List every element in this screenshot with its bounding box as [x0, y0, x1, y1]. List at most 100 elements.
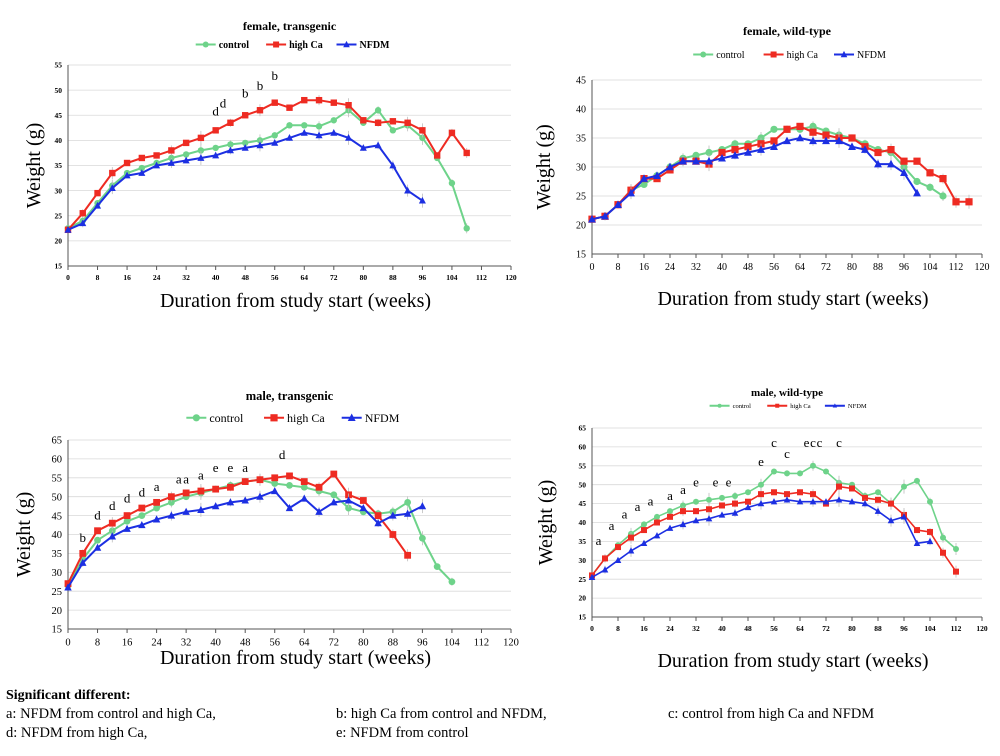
y-tick-label: 40 [576, 105, 586, 116]
y-axis-label: Weight (g) [535, 480, 557, 566]
y-tick-label: 40 [52, 530, 63, 541]
data-point [330, 117, 337, 124]
data-point [418, 196, 426, 204]
data-point [418, 502, 427, 510]
x-tick-label: 8 [616, 262, 621, 273]
x-tick-label: 32 [691, 262, 701, 273]
x-tick-label: 112 [951, 624, 962, 633]
x-tick-label: 0 [66, 273, 70, 282]
data-point [680, 508, 686, 515]
data-point [389, 161, 397, 169]
y-tick-label: 15 [55, 262, 63, 271]
data-point [93, 543, 102, 551]
chart-legend: control high Ca NFDM [693, 50, 886, 61]
data-point [758, 491, 764, 498]
data-point [796, 498, 804, 505]
legend-item: NFDM [824, 403, 867, 410]
y-tick-label: 35 [576, 134, 586, 145]
x-tick-label: 64 [301, 273, 309, 282]
data-point [152, 515, 161, 523]
x-tick-label: 24 [666, 624, 674, 633]
legend-marker [202, 41, 209, 48]
data-point [757, 145, 765, 153]
x-tick-label: 96 [899, 262, 909, 273]
data-point [168, 154, 175, 162]
significance-letter: d [279, 447, 286, 462]
data-point [108, 184, 116, 191]
data-point [939, 192, 947, 200]
significance-letter: d [220, 96, 227, 111]
data-point [315, 123, 323, 130]
data-point [783, 496, 791, 503]
data-point [615, 544, 621, 551]
data-point [680, 502, 686, 509]
x-tick-label: 40 [717, 262, 727, 273]
data-point [900, 168, 908, 177]
x-axis-label: Duration from study start (weeks) [160, 290, 431, 312]
series-nfdm [588, 133, 921, 223]
data-point [300, 483, 308, 491]
x-tick-label: 8 [95, 637, 100, 648]
x-tick-label: 96 [900, 624, 908, 633]
data-point [433, 152, 441, 159]
x-tick-label: 80 [848, 624, 856, 633]
data-point [227, 119, 234, 126]
x-tick-label: 32 [692, 624, 700, 633]
data-point [123, 159, 131, 167]
data-point [79, 558, 87, 566]
data-point [270, 486, 279, 495]
data-point [242, 112, 249, 119]
y-tick-label: 50 [55, 86, 63, 95]
x-tick-label: 16 [122, 637, 133, 648]
data-point [953, 545, 959, 552]
x-tick-label: 64 [795, 262, 805, 273]
data-point [588, 573, 596, 581]
data-point [285, 134, 294, 141]
x-tick-label: 8 [96, 273, 100, 282]
x-tick-label: 24 [665, 262, 675, 273]
data-point [809, 136, 817, 145]
series-high-ca [589, 479, 959, 579]
series-nfdm [588, 492, 934, 581]
data-point [79, 219, 87, 227]
data-point [448, 578, 456, 586]
legend-item: high Ca [264, 411, 325, 425]
data-point [875, 489, 881, 496]
data-point [679, 156, 687, 165]
x-tick-label: 88 [388, 637, 399, 648]
data-point [153, 498, 160, 506]
x-tick-label: 120 [503, 637, 519, 648]
data-point [94, 527, 101, 535]
x-tick-label: 80 [358, 637, 369, 648]
y-tick-label: 55 [55, 61, 63, 70]
data-point [718, 153, 726, 162]
x-tick-label: 16 [639, 262, 649, 273]
data-point [315, 483, 323, 491]
data-point [212, 144, 219, 152]
data-point [182, 507, 190, 515]
y-tick-label: 30 [576, 163, 586, 174]
x-tick-label: 48 [241, 273, 249, 282]
data-point [330, 128, 338, 136]
x-tick-label: 120 [975, 262, 990, 273]
y-tick-label: 15 [52, 625, 63, 636]
data-point [874, 507, 882, 514]
data-point [167, 498, 175, 506]
y-tick-label: 15 [579, 613, 587, 622]
legend-item: NFDM [341, 411, 400, 425]
x-tick-label: 0 [590, 262, 595, 273]
y-axis-label: Weight (g) [23, 123, 45, 209]
significance-letter: d [124, 490, 131, 505]
data-point [167, 159, 175, 166]
data-point [197, 505, 205, 513]
x-tick-label: 112 [474, 637, 489, 648]
significance-letter: b [80, 530, 87, 545]
y-tick-label: 30 [579, 556, 587, 565]
data-point [719, 502, 725, 509]
data-point [330, 470, 338, 478]
legend-label: control [209, 411, 244, 425]
legend-marker [775, 403, 780, 408]
series-control [589, 460, 959, 579]
significance-letter: a [198, 468, 204, 483]
data-point [182, 151, 190, 158]
